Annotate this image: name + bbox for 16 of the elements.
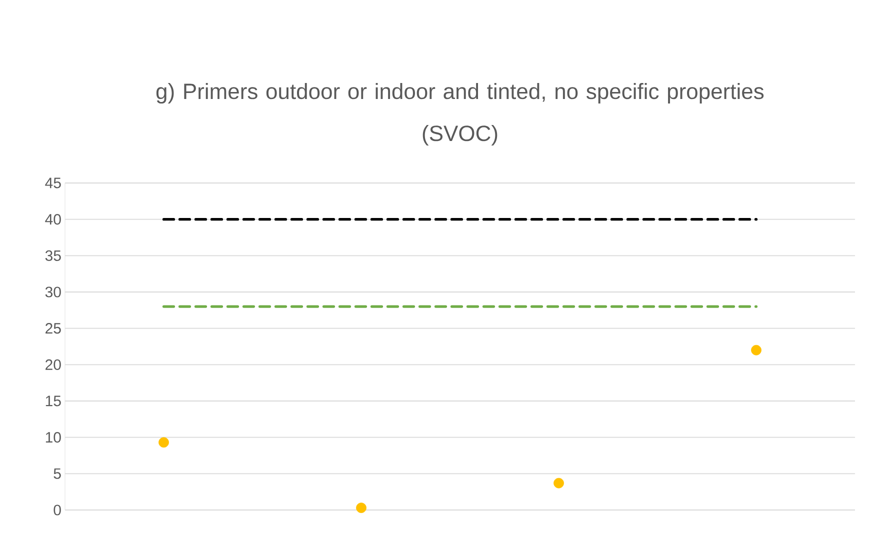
y-tick-label: 10 [46, 432, 61, 443]
y-tick-label: 15 [46, 396, 61, 406]
y-tick-label: 40 [45, 214, 61, 225]
chart-subtitle: (SVOC) [422, 125, 498, 146]
y-tick-label: 35 [45, 250, 61, 261]
y-tick-label: 25 [46, 323, 61, 334]
y-tick-label: 0 [54, 504, 61, 516]
y-tick-label: 5 [54, 468, 61, 479]
point [158, 437, 169, 448]
point [356, 502, 366, 514]
point [554, 478, 564, 488]
y-tick-label: 30 [45, 286, 61, 298]
y-tick-label: 45 [45, 178, 61, 188]
point [751, 344, 762, 356]
y-tick-label: 20 [46, 359, 61, 370]
chart-title: g) Primers outdoor or indoor and tinted, no specific properties [156, 83, 764, 104]
